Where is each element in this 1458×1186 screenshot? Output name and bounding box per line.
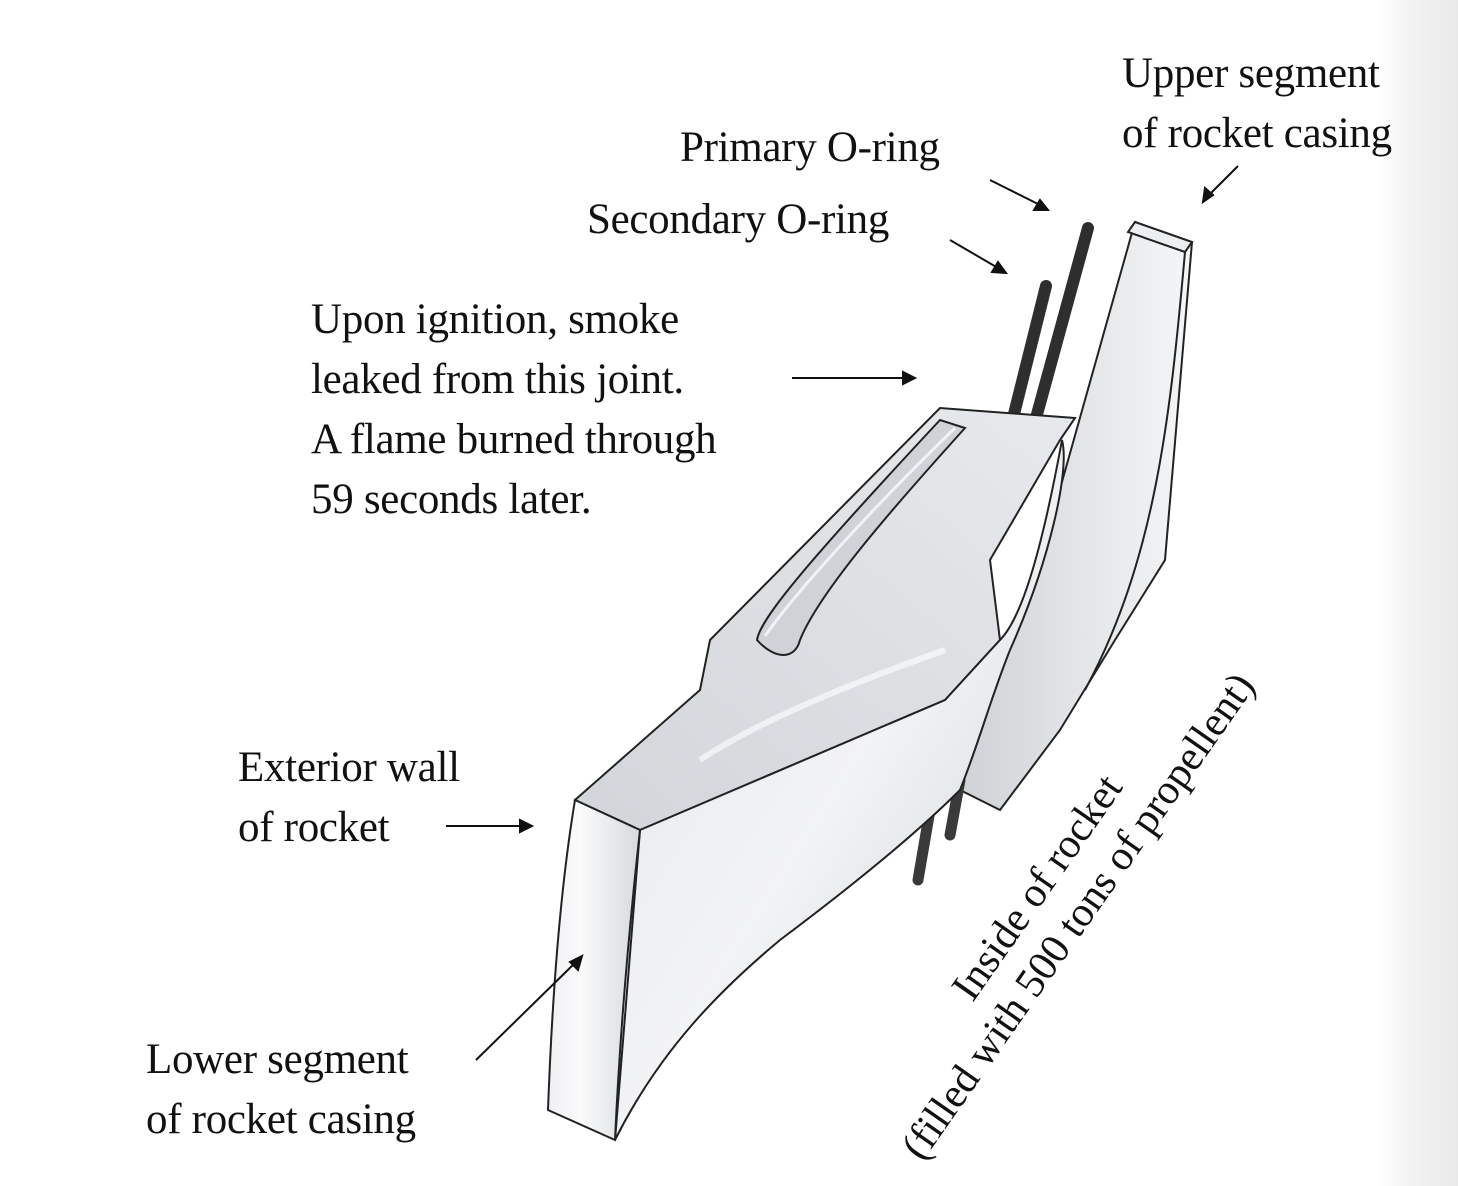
primary-oring-label: Primary O-ring — [680, 118, 940, 178]
exterior-wall-line-2: of rocket — [238, 804, 390, 851]
lower-segment-line-1: Lower segment — [146, 1036, 409, 1083]
smoke-note-line-4: 59 seconds later. — [311, 476, 592, 523]
smoke-note-line-2: leaked from this joint. — [311, 356, 684, 403]
upper-segment-line-2: of rocket casing — [1122, 110, 1392, 157]
annotation-arrows — [446, 165, 1239, 1061]
exterior-wall-label: Exterior wall of rocket — [238, 738, 460, 858]
smoke-note-line-3: A flame burned through — [311, 416, 717, 463]
secondary-oring-label: Secondary O-ring — [587, 190, 889, 250]
lower-segment-label: Lower segment of rocket casing — [146, 1030, 416, 1150]
upper-segment-line-1: Upper segment — [1122, 50, 1380, 97]
upper-segment-label: Upper segment of rocket casing — [1122, 44, 1392, 164]
lower-casing-segment — [546, 406, 1077, 1142]
page-edge-shadow — [1378, 0, 1458, 1186]
exterior-wall-line-1: Exterior wall — [238, 744, 460, 791]
primary-oring-text: Primary O-ring — [680, 124, 940, 171]
lower-segment-line-2: of rocket casing — [146, 1096, 416, 1143]
smoke-note-label: Upon ignition, smoke leaked from this jo… — [311, 290, 717, 530]
smoke-note-line-1: Upon ignition, smoke — [311, 296, 679, 343]
secondary-oring-text: Secondary O-ring — [587, 196, 890, 243]
